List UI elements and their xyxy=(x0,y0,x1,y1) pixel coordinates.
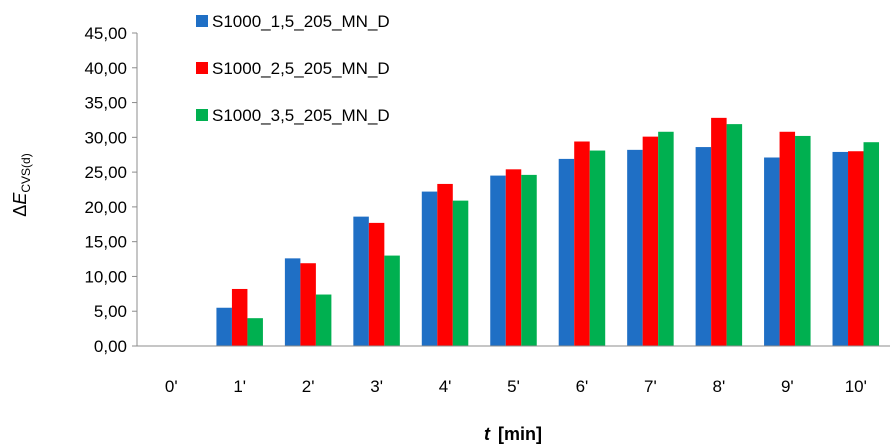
y-tick-label: 15,00 xyxy=(84,233,127,252)
bar-series-1 xyxy=(832,151,849,346)
y-tick-label: 35,00 xyxy=(84,94,127,113)
y-axis-title-symbol: E xyxy=(10,192,30,205)
legend: S1000_1,5_205_MN_D S1000_2,5_205_MN_D S100… xyxy=(196,12,390,125)
bar-series-3 xyxy=(315,294,332,346)
bar-series-3 xyxy=(726,124,743,347)
legend-swatch-3 xyxy=(196,109,208,121)
x-axis: 0' 1' 2' 3' 4' 5' 6' 7' 8' 9' 10' xyxy=(137,345,890,396)
x-tick-label: 7' xyxy=(644,377,657,396)
y-axis-title-delta: Δ xyxy=(10,205,30,217)
bar-series-2 xyxy=(711,117,727,346)
bar-series-3 xyxy=(863,142,880,346)
bar-series-2 xyxy=(642,136,659,346)
x-tick-label: 6' xyxy=(576,377,589,396)
legend-label-1: S1000_1,5_205_MN_D xyxy=(212,12,390,31)
bar-series-1 xyxy=(558,158,575,346)
y-tick-label: 5,00 xyxy=(94,302,127,321)
legend-swatch-1 xyxy=(196,15,208,27)
bar-series-1 xyxy=(764,157,780,346)
x-tick-label: 5' xyxy=(507,377,520,396)
bar-series-2 xyxy=(848,151,864,346)
bar-series-3 xyxy=(521,174,537,346)
x-tick-label: 10' xyxy=(845,377,867,396)
bar-series-1 xyxy=(421,191,438,346)
x-tick-label: 0' xyxy=(165,377,178,396)
bars xyxy=(216,117,880,347)
bar-series-3 xyxy=(658,131,674,346)
bar-series-1 xyxy=(284,258,301,346)
x-tick-label: 1' xyxy=(233,377,246,396)
bar-series-2 xyxy=(779,131,796,346)
bar-series-2 xyxy=(300,263,316,346)
x-axis-title-symbol: t xyxy=(484,424,491,444)
bar-series-1 xyxy=(490,175,506,346)
legend-swatch-2 xyxy=(196,62,208,74)
legend-label-3: S1000_3,5_205_MN_D xyxy=(212,106,390,125)
bar-series-2 xyxy=(505,169,522,346)
x-tick-label: 2' xyxy=(302,377,315,396)
x-tick-label: 8' xyxy=(713,377,726,396)
y-tick-label: 40,00 xyxy=(84,59,127,78)
y-tick-label: 45,00 xyxy=(84,24,127,43)
bar-series-2 xyxy=(574,141,590,346)
bar-series-1 xyxy=(627,149,643,346)
bar-series-1 xyxy=(353,216,369,346)
bar-series-2 xyxy=(368,222,385,346)
bar-series-2 xyxy=(437,183,453,346)
bar-series-2 xyxy=(231,288,248,346)
x-tick-label: 4' xyxy=(439,377,452,396)
legend-label-2: S1000_2,5_205_MN_D xyxy=(212,59,390,78)
x-axis-title: t [min] xyxy=(484,424,542,444)
bar-series-3 xyxy=(795,135,811,346)
y-tick-label: 0,00 xyxy=(94,337,127,356)
bar-series-3 xyxy=(452,200,469,346)
y-axis-title-subscript: CVS(d) xyxy=(19,153,33,192)
x-tick-label: 3' xyxy=(370,377,383,396)
bar-series-3 xyxy=(384,255,400,346)
x-tick-label: 9' xyxy=(781,377,794,396)
y-axis: 0,00 5,00 10,00 15,00 20,00 25,00 30,00 35,00 40… xyxy=(84,24,138,356)
y-tick-label: 10,00 xyxy=(84,267,127,286)
bar-series-1 xyxy=(695,147,712,346)
y-tick-label: 30,00 xyxy=(84,128,127,147)
bar-series-3 xyxy=(247,318,263,346)
y-axis-title: ΔECVS(d) xyxy=(10,153,33,216)
bar-series-3 xyxy=(589,150,606,346)
bar-series-1 xyxy=(216,307,232,346)
y-tick-label: 20,00 xyxy=(84,198,127,217)
x-axis-title-unit: [min] xyxy=(498,424,542,444)
y-tick-label: 25,00 xyxy=(84,163,127,182)
